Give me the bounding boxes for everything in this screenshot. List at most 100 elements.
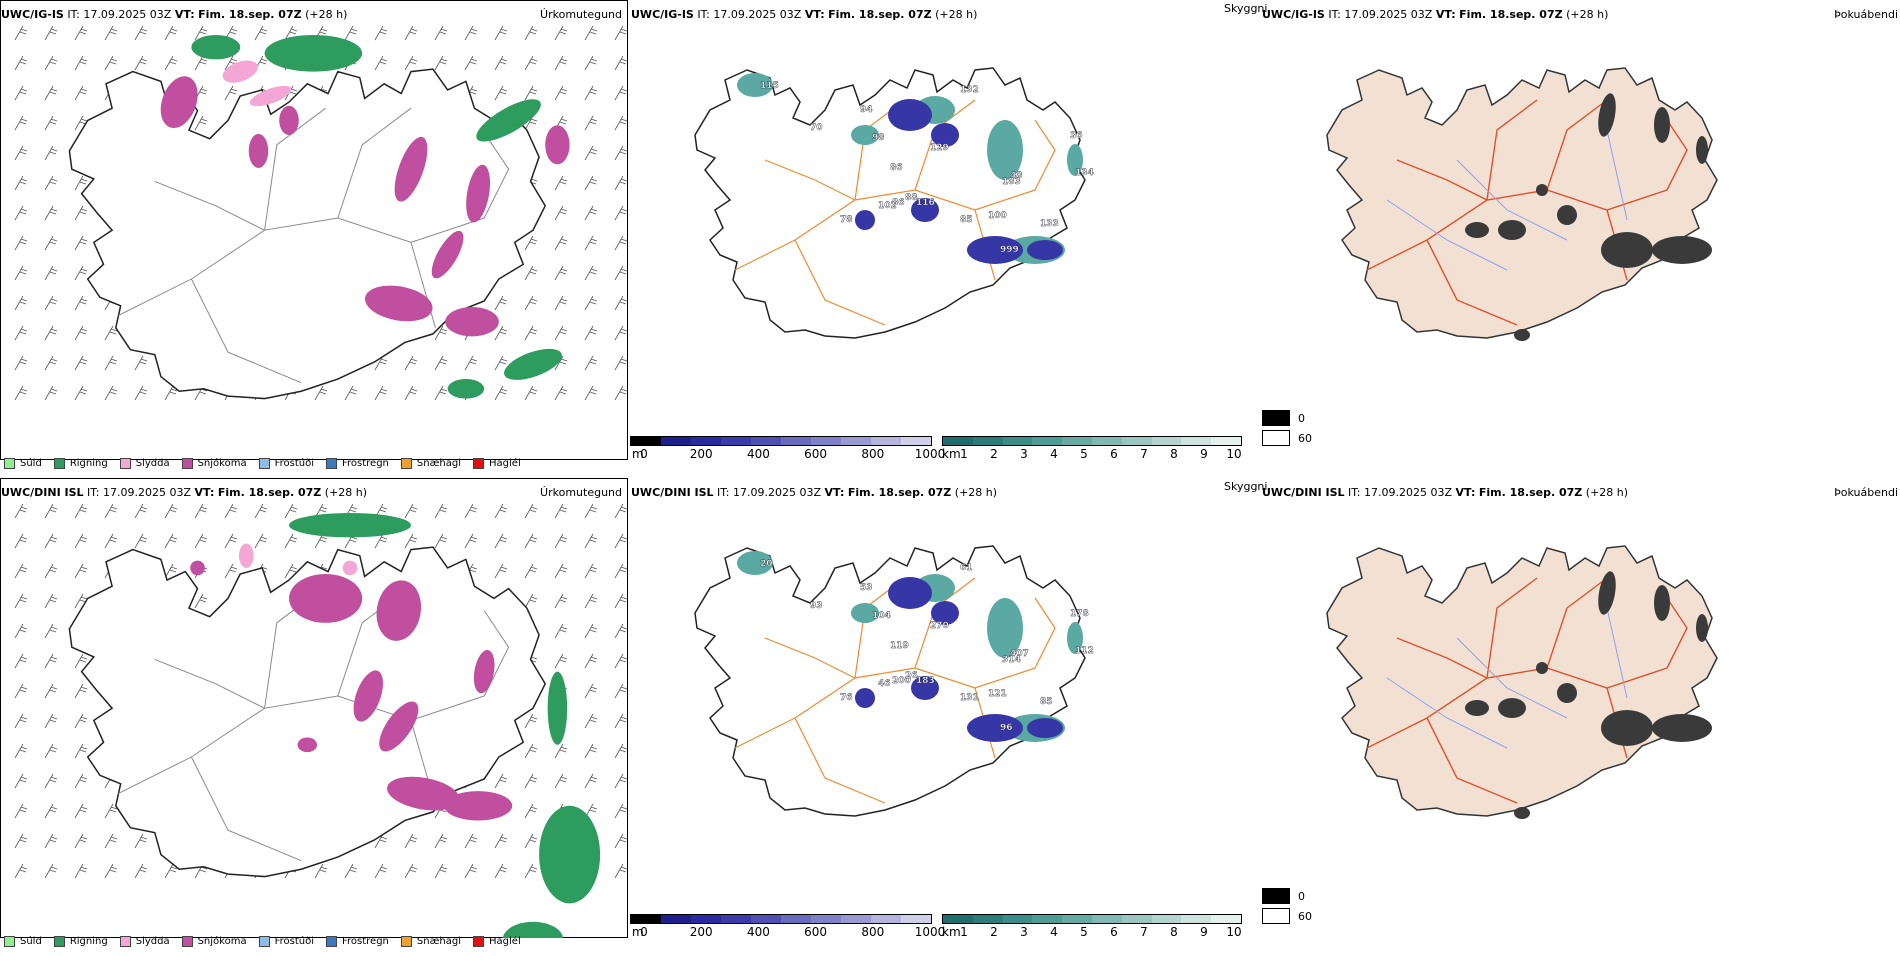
colorbar-tick: 2 bbox=[990, 447, 998, 461]
wind-barb bbox=[554, 743, 568, 759]
low-ceiling-area bbox=[855, 688, 875, 708]
wind-barb bbox=[44, 385, 58, 401]
legend-swatch bbox=[181, 457, 193, 469]
value-label: 999 bbox=[1000, 245, 1019, 255]
fog-legend-swatch bbox=[1262, 410, 1290, 426]
legend-swatch bbox=[119, 935, 131, 947]
fog-area bbox=[1536, 184, 1548, 196]
wind-barb bbox=[584, 623, 598, 639]
fog-panel: UWC/IG-IS IT: 17.09.2025 03Z VT: Fim. 18… bbox=[1262, 0, 1900, 478]
iceland-outline bbox=[1326, 67, 1718, 341]
colorbar-segment bbox=[751, 915, 781, 923]
wind-barb bbox=[194, 593, 208, 609]
visibility-ticks: 1 2 3 4 5 6 7 8 9 10 bbox=[942, 447, 1242, 461]
wind-barb bbox=[554, 175, 568, 191]
wind-barb bbox=[104, 833, 118, 849]
it-label: IT: bbox=[717, 486, 730, 499]
legend-label: Snjókoma bbox=[197, 935, 247, 947]
colorbar-segment bbox=[811, 915, 841, 923]
colorbar-segment bbox=[781, 437, 811, 445]
wind-barb bbox=[434, 385, 448, 401]
low-ceiling-area bbox=[911, 198, 939, 222]
wind-barb bbox=[14, 265, 28, 281]
colorbar-tick: 7 bbox=[1140, 925, 1148, 939]
wind-barb bbox=[494, 773, 508, 789]
wind-barb bbox=[224, 533, 238, 549]
it-value: 17.09.2025 03Z bbox=[103, 486, 192, 499]
model-name: UWC/IG-IS bbox=[1262, 8, 1325, 21]
wind-barb bbox=[584, 85, 598, 101]
wind-barb bbox=[554, 503, 568, 519]
colorbar-tick: 1000 bbox=[914, 447, 946, 461]
wind-barb bbox=[104, 55, 118, 71]
colorbar-tick: 600 bbox=[804, 925, 828, 939]
road-line bbox=[1426, 239, 1518, 326]
fog-area bbox=[1514, 329, 1530, 341]
ceiling-unit: m bbox=[632, 447, 644, 461]
wind-barb bbox=[614, 145, 628, 161]
iceland-outline bbox=[694, 545, 1086, 817]
wind-barb bbox=[494, 295, 508, 311]
colorbar-segment bbox=[1032, 437, 1063, 445]
wind-barb bbox=[194, 503, 208, 519]
fog-legend-value: 60 bbox=[1298, 431, 1312, 445]
wind-barb bbox=[254, 503, 268, 519]
snow-area bbox=[431, 230, 464, 279]
legend-item: Súld bbox=[4, 935, 42, 947]
fog-legend-swatch bbox=[1262, 908, 1290, 924]
visibility-map: 20 53 61 104 119 270 76 46 200 183 131 121 85 96 178 11… bbox=[694, 545, 1094, 817]
precip-legend: Súld Rigning Slydda Snjókoma Frostúði Frostre… bbox=[4, 930, 521, 952]
wind-barb bbox=[614, 385, 628, 401]
wind-barb bbox=[554, 25, 568, 41]
wind-barb bbox=[14, 295, 28, 311]
wind-barb bbox=[404, 355, 418, 371]
wind-barb bbox=[554, 563, 568, 579]
colorbar-tick: 9 bbox=[1200, 447, 1208, 461]
value-label: 20 bbox=[760, 559, 773, 569]
value-label: 26 bbox=[905, 671, 918, 681]
wind-barb bbox=[554, 653, 568, 669]
colorbar-tick: 2 bbox=[990, 925, 998, 939]
colorbar-tick: 3 bbox=[1020, 925, 1028, 939]
precip-map bbox=[14, 25, 628, 401]
model-name: UWC/DINI ISL bbox=[1262, 486, 1345, 499]
wind-barb bbox=[14, 235, 28, 251]
wind-barb bbox=[74, 235, 88, 251]
wind-barb bbox=[134, 385, 148, 401]
visibility-colorbar: 1 2 3 4 5 6 7 8 9 10 bbox=[942, 436, 1242, 461]
wind-barb bbox=[74, 175, 88, 191]
colorbar-segment bbox=[1211, 915, 1241, 923]
colorbar-segment bbox=[1091, 915, 1122, 923]
legend-label: Frostúði bbox=[274, 935, 314, 947]
wind-barb bbox=[614, 833, 628, 849]
colorbar-tick: 0 bbox=[640, 447, 648, 461]
wind-barb bbox=[374, 533, 388, 549]
wind-barb bbox=[614, 355, 628, 371]
vt-value: Fim. 18.sep. 07Z bbox=[847, 486, 952, 499]
fog-area bbox=[1696, 614, 1708, 642]
wind-barb bbox=[14, 593, 28, 609]
wind-barb bbox=[44, 863, 58, 879]
fog-area bbox=[1514, 807, 1530, 819]
vt-label: VT: bbox=[1455, 486, 1476, 499]
colorbar-segment bbox=[691, 437, 721, 445]
wind-barb bbox=[344, 25, 358, 41]
snow-area bbox=[353, 670, 383, 722]
snow-area bbox=[365, 285, 433, 322]
wind-barb bbox=[314, 533, 328, 549]
wind-barb bbox=[284, 503, 298, 519]
legend-label: Súld bbox=[20, 457, 42, 469]
wind-barb bbox=[194, 533, 208, 549]
wind-barb bbox=[554, 593, 568, 609]
road-line bbox=[764, 159, 856, 201]
fog-legend-swatch bbox=[1262, 430, 1290, 446]
wind-barb bbox=[104, 503, 118, 519]
wind-barb bbox=[254, 25, 268, 41]
sleet-area bbox=[238, 543, 254, 568]
wind-barb bbox=[14, 175, 28, 191]
colorbar-segment bbox=[901, 437, 931, 445]
low-ceiling-area bbox=[967, 236, 1023, 264]
colorbar-segment bbox=[901, 915, 931, 923]
wind-barb bbox=[524, 743, 538, 759]
wind-barb bbox=[134, 833, 148, 849]
